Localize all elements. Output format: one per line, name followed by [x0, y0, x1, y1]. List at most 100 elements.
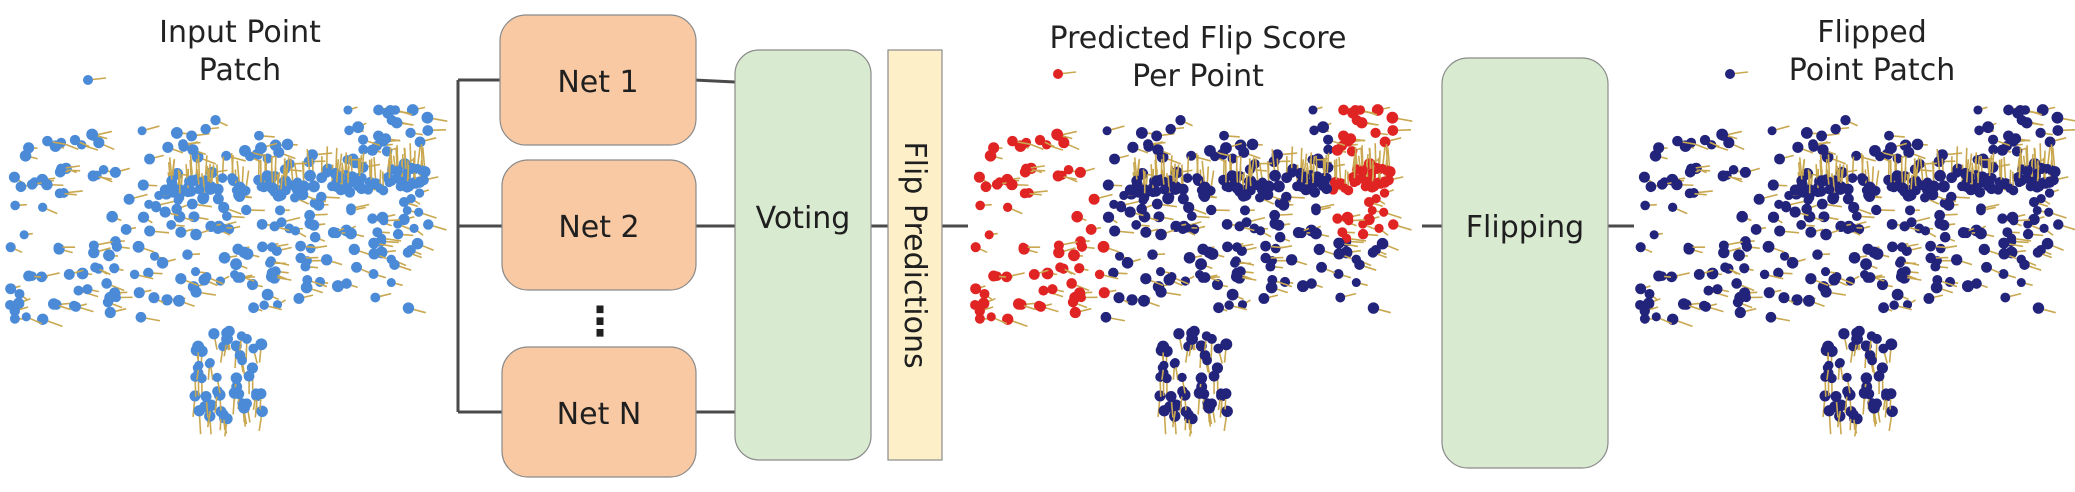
net-n-box: Net N: [501, 346, 697, 478]
point: [2028, 213, 2040, 226]
point: [210, 115, 221, 126]
point: [205, 220, 217, 232]
point: [1186, 333, 1198, 345]
point: [970, 283, 982, 295]
point: [1367, 247, 1379, 258]
point: [144, 225, 156, 237]
point: [1820, 286, 1832, 298]
point: [1019, 166, 1031, 178]
point: [1860, 340, 1872, 352]
point: [341, 278, 352, 289]
point: [1164, 192, 1175, 202]
point: [372, 227, 383, 238]
point: [2042, 163, 2052, 174]
point: [204, 183, 217, 195]
point: [123, 193, 135, 205]
point: [302, 274, 313, 285]
point: [1155, 228, 1167, 241]
point: [974, 313, 985, 324]
point: [1677, 298, 1690, 310]
point: [1192, 173, 1202, 183]
point: [345, 227, 357, 240]
point: [1826, 373, 1837, 384]
point: [1234, 221, 1245, 232]
point: [1211, 278, 1224, 291]
point: [342, 182, 353, 193]
point: [2049, 166, 2061, 178]
point: [1805, 273, 1817, 285]
point: [1281, 172, 1293, 184]
point: [308, 219, 320, 231]
point: [1051, 128, 1063, 141]
point: [1132, 179, 1143, 190]
point: [1649, 230, 1659, 240]
point: [1007, 135, 1018, 147]
point: [218, 201, 230, 214]
point: [1366, 181, 1378, 193]
point: [241, 247, 254, 260]
point: [1055, 262, 1066, 273]
point: [1750, 224, 1762, 235]
point: [230, 258, 242, 271]
point: [245, 151, 255, 162]
point: [1976, 205, 1986, 216]
point: [1789, 206, 1801, 218]
point: [241, 204, 252, 216]
point: [76, 267, 89, 280]
point: [149, 251, 160, 261]
point: [178, 139, 189, 150]
point: [1868, 401, 1880, 414]
point: [1165, 391, 1177, 402]
point: [1379, 207, 1389, 217]
point: [398, 213, 410, 226]
point: [1891, 170, 1903, 182]
point: [1109, 199, 1119, 210]
point: [1221, 405, 1233, 418]
point: [193, 405, 205, 417]
point: [379, 216, 389, 226]
point: [1635, 242, 1646, 253]
point: [1345, 133, 1357, 145]
point: [1996, 179, 2007, 190]
point: [266, 267, 278, 279]
point: [346, 205, 356, 216]
point: [1211, 362, 1224, 374]
point: [1335, 292, 1346, 303]
point: [1296, 280, 1309, 293]
point: [358, 144, 369, 155]
point: [1639, 305, 1650, 317]
point: [1830, 123, 1841, 135]
point: [2002, 227, 2013, 238]
point: [1934, 209, 1946, 221]
point: [1828, 274, 1840, 286]
point: [1981, 261, 1992, 273]
point: [1857, 173, 1867, 183]
point: [272, 300, 283, 310]
point: [212, 386, 223, 397]
point: [1332, 213, 1343, 224]
point: [1355, 105, 1366, 115]
point: [421, 111, 434, 124]
point: [1316, 261, 1327, 273]
point: [1139, 193, 1150, 203]
point: [1076, 241, 1088, 252]
point: [1098, 287, 1110, 299]
ellipsis: ⋮: [580, 299, 620, 345]
point: [182, 249, 193, 260]
point: [1147, 249, 1158, 260]
point: [2000, 292, 2011, 303]
point: [1363, 213, 1375, 226]
point: [1097, 240, 1110, 253]
point: [1998, 269, 2009, 279]
point: [1835, 357, 1845, 368]
point: [1871, 247, 1884, 260]
point: [101, 278, 112, 289]
point: [1805, 226, 1817, 238]
point: [305, 243, 316, 254]
point: [1148, 187, 1158, 198]
point: [1804, 193, 1815, 203]
point: [1292, 227, 1305, 239]
point: [246, 362, 259, 374]
point: [1983, 175, 1995, 188]
point: [1177, 386, 1188, 397]
